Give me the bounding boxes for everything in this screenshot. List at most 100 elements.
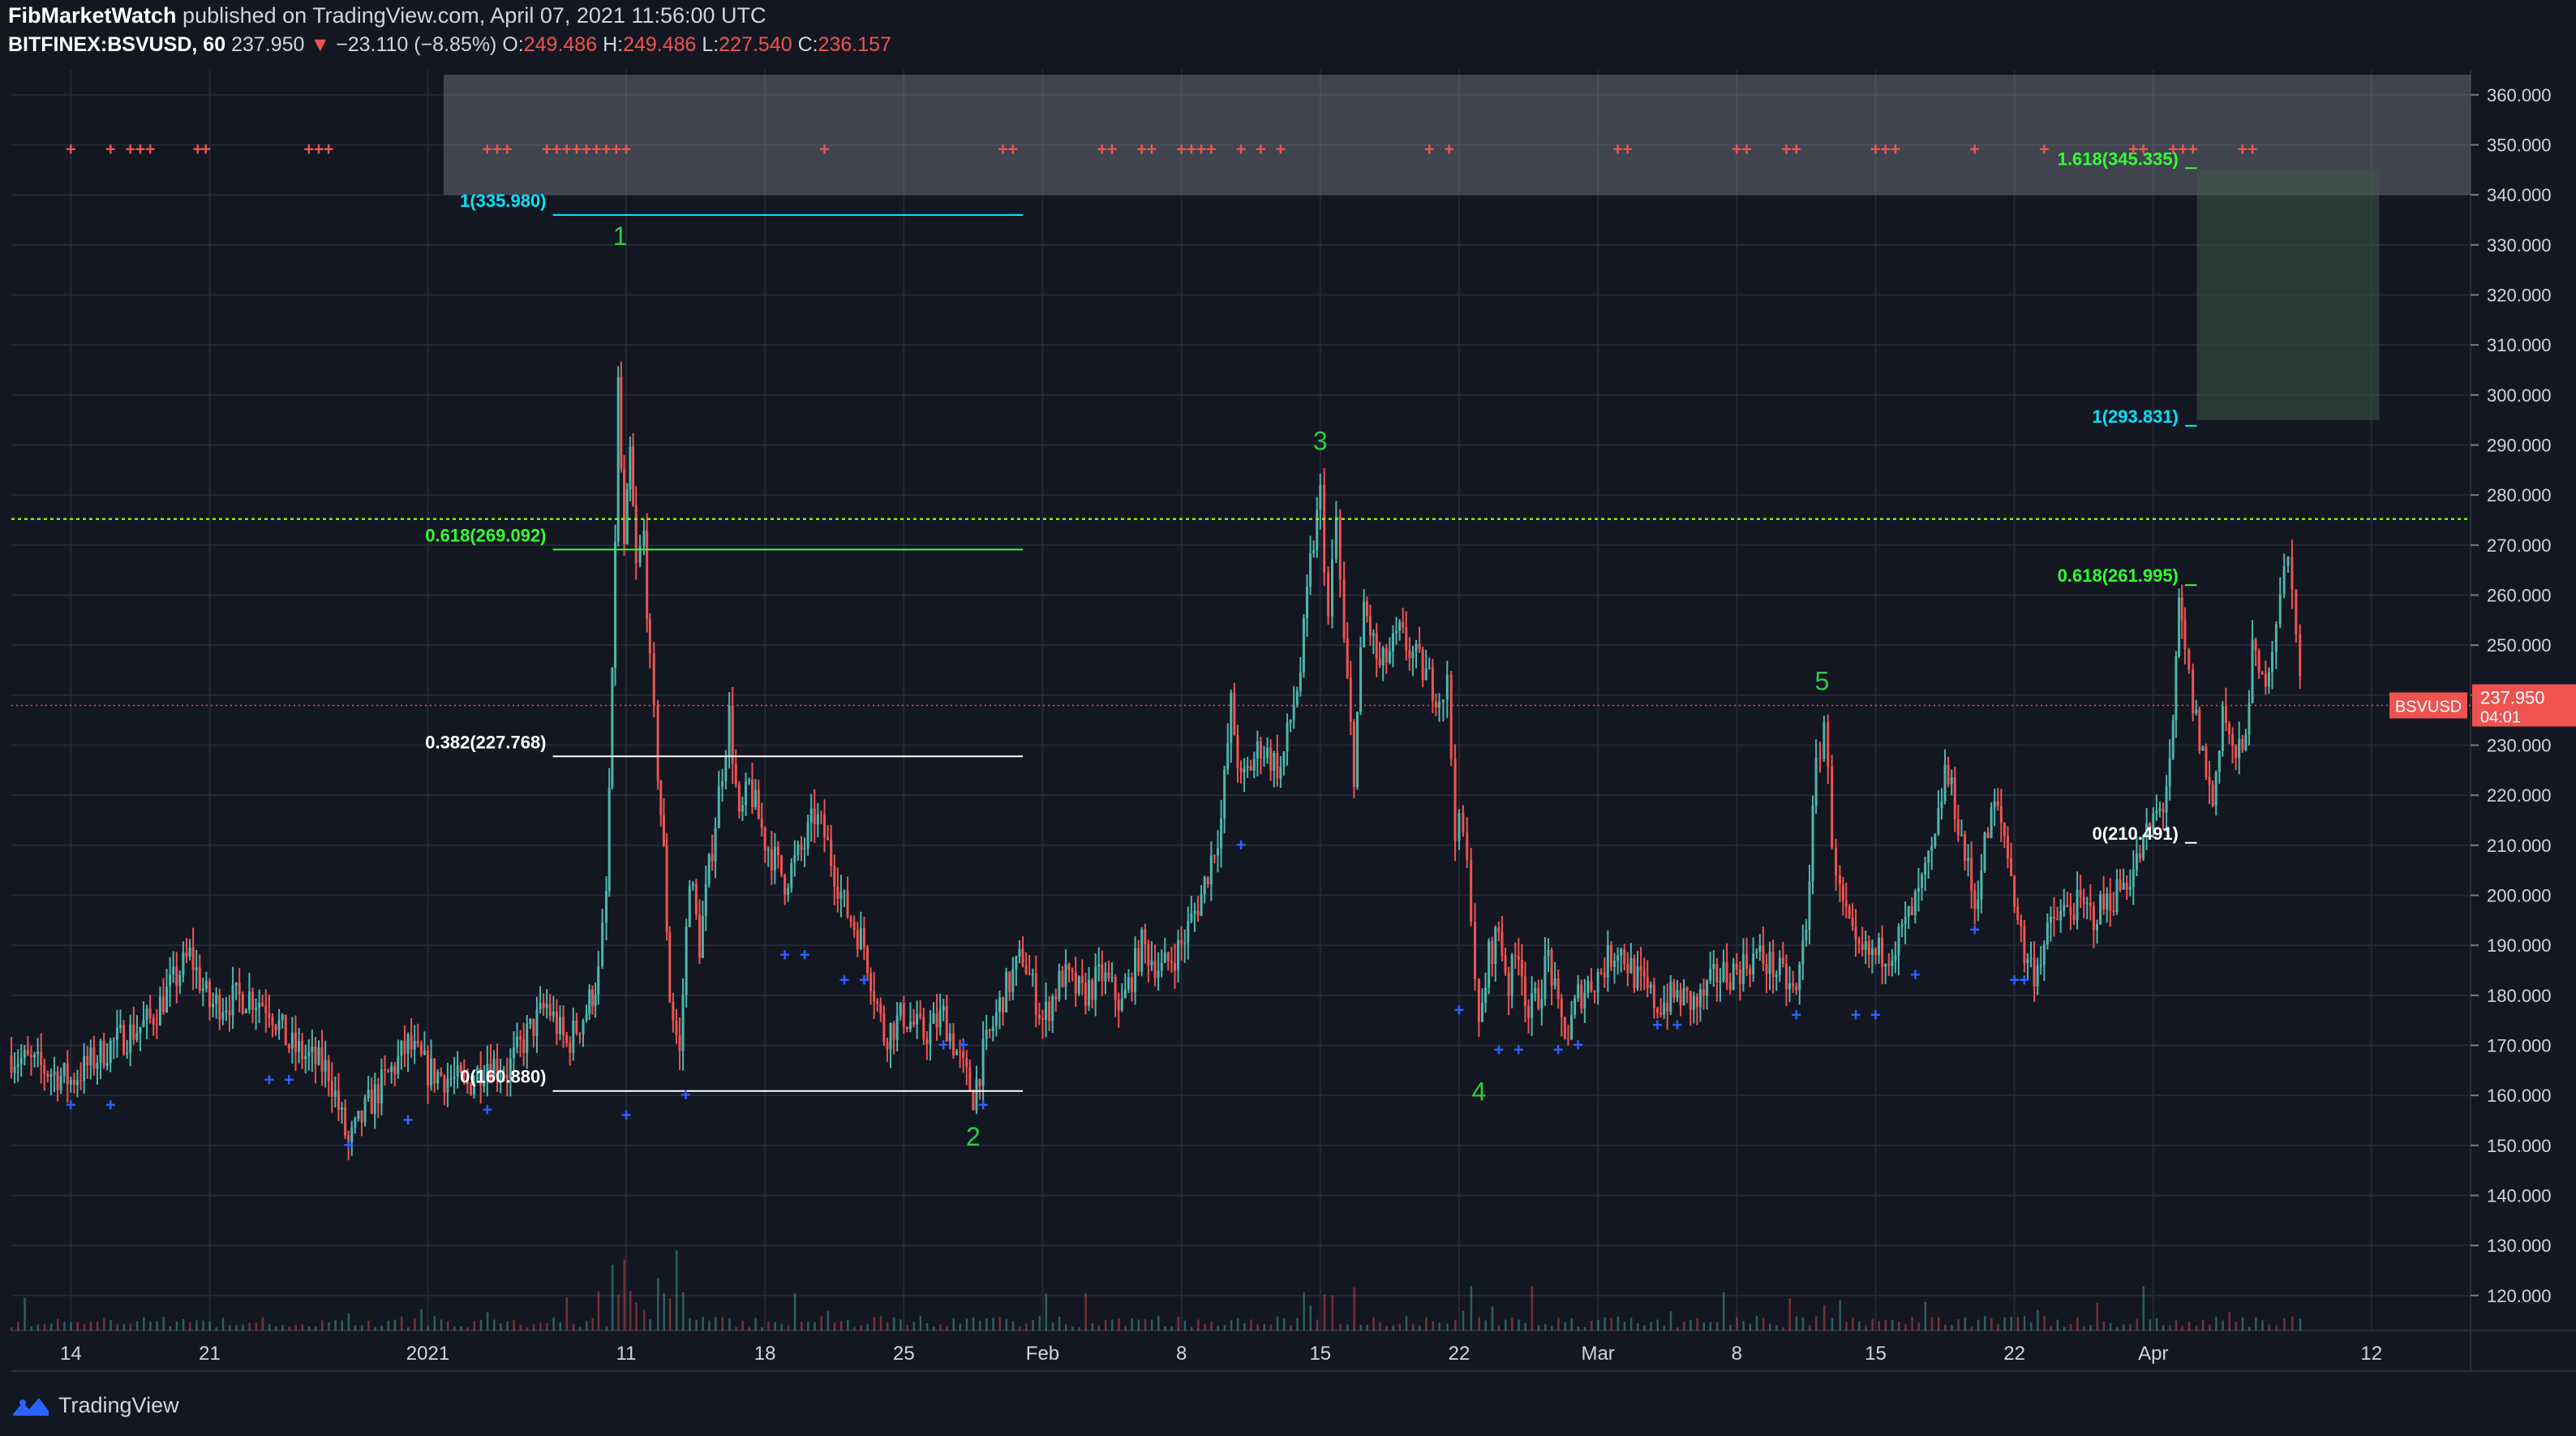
sell-signal-marker: + <box>135 140 146 160</box>
volume-bar <box>2043 1316 2046 1331</box>
candle-body <box>1137 948 1140 972</box>
candle-body <box>1887 964 1891 966</box>
candle-body <box>72 1080 75 1086</box>
candle-body <box>1150 961 1153 966</box>
volume-bar <box>2029 1322 2033 1331</box>
volume-bar <box>109 1320 112 1331</box>
candle-body <box>665 845 668 932</box>
volume-bar <box>1282 1318 1286 1331</box>
candle-body <box>241 994 244 1013</box>
buy-signal-marker: + <box>2019 970 2029 990</box>
buy-signal-marker: + <box>1969 920 1980 940</box>
volume-bar <box>427 1325 429 1331</box>
candle-body <box>333 1090 337 1097</box>
volume-bar <box>839 1321 843 1331</box>
candle-body <box>1299 672 1302 691</box>
volume-bar <box>473 1321 476 1331</box>
candle-body <box>486 1064 489 1081</box>
buy-signal-marker: + <box>284 1070 294 1090</box>
candle-body <box>1286 722 1289 751</box>
volume-bar <box>347 1313 350 1331</box>
buy-signal-marker: + <box>1553 1040 1564 1060</box>
candle-body <box>724 755 728 781</box>
volume-bar <box>1951 1325 1953 1331</box>
volume-bar <box>2010 1317 2013 1331</box>
candle-body <box>83 1056 86 1081</box>
candle-body <box>298 1041 301 1052</box>
wave-label: 1 <box>613 221 628 251</box>
candle-body <box>843 890 846 892</box>
volume-bar <box>1702 1322 1706 1331</box>
buy-signal-marker: + <box>958 1035 968 1056</box>
tradingview-logo-icon <box>13 1398 49 1416</box>
volume-bar <box>2109 1322 2112 1331</box>
candle-body <box>1616 955 1620 961</box>
candle-body <box>446 1078 449 1093</box>
candle-body <box>238 982 241 995</box>
volume-bar <box>1924 1301 1927 1331</box>
volume-bar <box>1564 1322 1566 1331</box>
volume-bar <box>689 1318 691 1331</box>
candle-body <box>659 780 663 815</box>
candle-body <box>597 966 600 995</box>
sell-signal-marker: + <box>2248 140 2258 160</box>
author-name[interactable]: FibMarketWatch <box>8 3 177 28</box>
candle-body <box>1712 964 1715 969</box>
candle-body <box>1913 892 1917 916</box>
candle-body <box>1547 950 1550 956</box>
candle-body <box>717 786 720 828</box>
candle-body <box>2006 836 2009 858</box>
sell-signal-marker: + <box>2168 140 2179 160</box>
fib-level-label: 0(210.491) <box>2092 823 2178 844</box>
volume-bar <box>1177 1316 1180 1331</box>
volume-bar <box>2142 1286 2145 1331</box>
volume-bar <box>1183 1320 1187 1331</box>
candle-body <box>1021 948 1024 966</box>
candle-body <box>1725 961 1728 983</box>
y-axis-tick-label: 160.000 <box>2487 1086 2552 1106</box>
candle-body <box>2162 808 2165 813</box>
chart-header-line-2: BITFINEX:BSVUSD, 60 237.950 ▼ −23.110 (−… <box>8 31 891 58</box>
candle-body <box>1864 941 1867 950</box>
candle-body <box>1986 832 1990 839</box>
volume-bar <box>1497 1325 1501 1331</box>
volume-bar <box>1144 1319 1147 1331</box>
volume-bar <box>1629 1318 1633 1331</box>
volume-bar <box>992 1318 994 1331</box>
volume-bar <box>860 1325 862 1331</box>
candle-body <box>122 1025 126 1055</box>
candle-body <box>1805 930 1808 941</box>
candle-body <box>370 1090 373 1114</box>
candle-body <box>611 668 614 788</box>
candle-body <box>2085 902 2089 905</box>
candle-body <box>1269 747 1273 772</box>
candle-body <box>1190 913 1193 922</box>
buy-signal-marker: + <box>1454 1000 1465 1020</box>
candle-body <box>105 1063 109 1066</box>
candle-body <box>1970 858 1973 891</box>
candle-body <box>1715 964 1719 982</box>
candle-body <box>1330 559 1333 617</box>
candle-body <box>118 1025 122 1028</box>
candle-body <box>1216 848 1219 856</box>
candle-body <box>2049 916 2052 923</box>
volume-bar <box>1917 1322 1920 1331</box>
volume-bar <box>979 1320 981 1331</box>
candle-body <box>1160 962 1163 971</box>
candle-body <box>182 952 185 975</box>
tradingview-logo[interactable]: TradingView <box>11 1389 179 1421</box>
buy-signal-marker: + <box>2009 970 2020 990</box>
candle-body <box>737 784 741 812</box>
candle-body <box>876 1001 879 1004</box>
buy-signal-marker: + <box>482 1100 492 1120</box>
volume-bar <box>933 1326 935 1331</box>
candle-body <box>1814 758 1818 806</box>
candle-body <box>1577 984 1580 1000</box>
candle-body <box>985 1030 988 1039</box>
x-axis-tick-label: 22 <box>2003 1343 2025 1365</box>
candle-body <box>1484 987 1488 1004</box>
candle-body <box>489 1064 492 1080</box>
x-axis-tick-label: 18 <box>754 1343 776 1365</box>
x-axis-tick-label: 11 <box>616 1343 637 1365</box>
